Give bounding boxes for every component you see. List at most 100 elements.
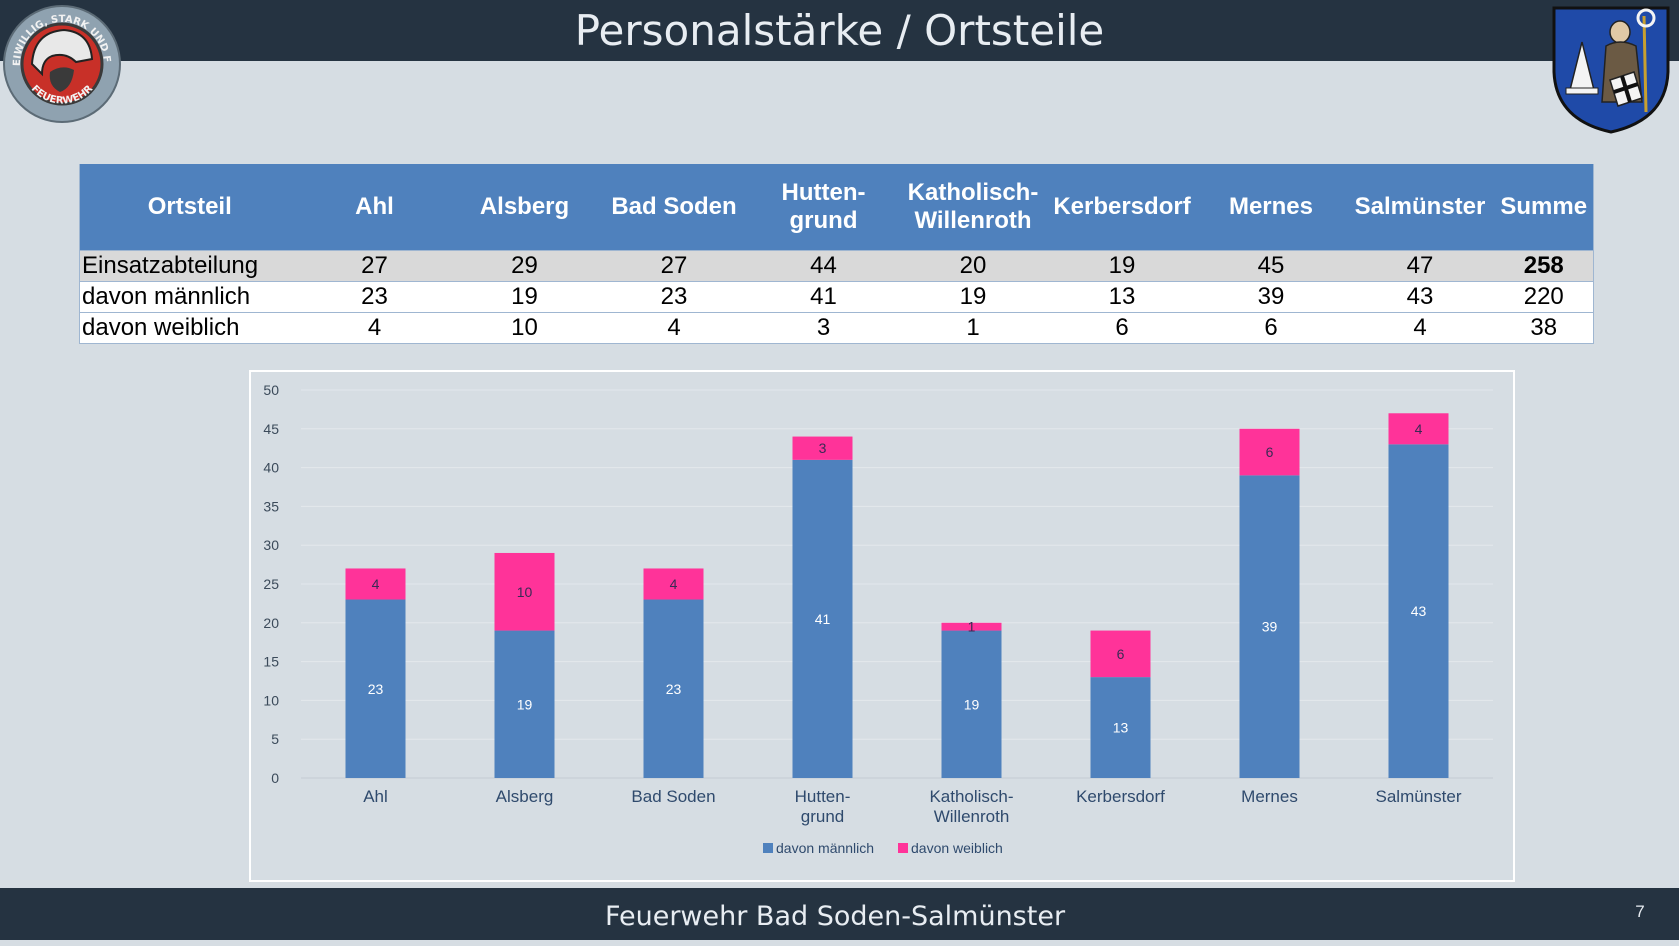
table-cell: 47 bbox=[1345, 250, 1495, 282]
table-cell: 6 bbox=[1196, 312, 1346, 344]
bar-segment bbox=[494, 552, 555, 631]
table-header-cell: Summe bbox=[1494, 164, 1594, 251]
x-tick-label: Mernes bbox=[1241, 787, 1298, 806]
x-tick-label: Kerbersdorf bbox=[1076, 787, 1165, 806]
table-header-cell: Ortsteil bbox=[79, 164, 300, 251]
data-label: 6 bbox=[1117, 646, 1125, 662]
data-label: 4 bbox=[372, 576, 380, 592]
data-label: 41 bbox=[815, 611, 831, 627]
y-tick-label: 30 bbox=[263, 537, 279, 553]
y-tick-label: 5 bbox=[271, 731, 279, 747]
data-label: 6 bbox=[1266, 444, 1274, 460]
table-cell: 13 bbox=[1047, 281, 1197, 313]
bar-segment bbox=[345, 568, 406, 600]
table-header-row: Ortsteil Ahl Alsberg Bad Soden Hutten-grund K… bbox=[79, 164, 1594, 251]
table-cell: 4 bbox=[1345, 312, 1495, 344]
y-tick-label: 45 bbox=[263, 421, 279, 437]
legend-swatch bbox=[763, 843, 773, 853]
bar-segment bbox=[345, 599, 406, 778]
table-cell: 41 bbox=[748, 281, 899, 313]
x-tick-label: Alsberg bbox=[496, 787, 554, 806]
bar-segment bbox=[792, 436, 853, 460]
y-tick-label: 25 bbox=[263, 576, 279, 592]
bar-segment bbox=[1388, 413, 1449, 445]
data-label: 3 bbox=[819, 440, 827, 456]
data-label: 13 bbox=[1113, 720, 1129, 736]
data-table: Ortsteil Ahl Alsberg Bad Soden Hutten-grund K… bbox=[79, 164, 1594, 344]
table-cell: 23 bbox=[599, 281, 749, 313]
y-tick-label: 35 bbox=[263, 498, 279, 514]
legend-label: davon männlich bbox=[776, 840, 874, 856]
table-header-cell: Hutten-grund bbox=[748, 164, 899, 251]
data-label: 19 bbox=[964, 696, 980, 712]
x-tick-label: Ahl bbox=[363, 787, 388, 806]
table-header-cell: Salmünster bbox=[1345, 164, 1495, 251]
table-cell: 19 bbox=[1047, 250, 1197, 282]
table-cell: 39 bbox=[1196, 281, 1346, 313]
table-cell: 43 bbox=[1345, 281, 1495, 313]
legend-label: davon weiblich bbox=[911, 840, 1003, 856]
table-row-label: Einsatzabteilung bbox=[79, 250, 300, 282]
table-cell: 6 bbox=[1047, 312, 1197, 344]
table-cell: 1 bbox=[898, 312, 1048, 344]
table-header-cell: Ahl bbox=[299, 164, 450, 251]
data-label: 10 bbox=[517, 584, 533, 600]
x-tick-label: Bad Soden bbox=[631, 787, 715, 806]
table-row: Einsatzabteilung 27 29 27 44 20 19 45 47 258 bbox=[79, 250, 1594, 282]
table-header-cell: Kerbersdorf bbox=[1047, 164, 1197, 251]
table-cell: 220 bbox=[1494, 281, 1594, 313]
table-cell: 38 bbox=[1494, 312, 1594, 344]
table-cell: 19 bbox=[898, 281, 1048, 313]
table-row-label: davon männlich bbox=[79, 281, 300, 313]
x-tick-label: Katholisch-Willenroth bbox=[929, 787, 1013, 826]
table-cell: 10 bbox=[449, 312, 600, 344]
data-label: 1 bbox=[968, 619, 976, 635]
data-label: 39 bbox=[1262, 619, 1278, 635]
y-tick-label: 0 bbox=[271, 770, 279, 786]
table-cell: 19 bbox=[449, 281, 600, 313]
data-label: 19 bbox=[517, 696, 533, 712]
bar-segment bbox=[1090, 677, 1151, 778]
slide-title: Personalstärke / Ortsteile bbox=[574, 6, 1105, 55]
table-cell: 27 bbox=[299, 250, 450, 282]
y-tick-label: 10 bbox=[263, 692, 279, 708]
footer-text: Feuerwehr Bad Soden-Salmünster bbox=[604, 901, 1066, 932]
table-header-cell: Alsberg bbox=[449, 164, 600, 251]
bar-segment bbox=[643, 568, 704, 600]
feuerwehr-badge-icon: FREIWILLIG, STARK UND FAIR FEUERWEHR bbox=[2, 4, 121, 123]
data-label: 43 bbox=[1411, 603, 1427, 619]
legend-swatch bbox=[898, 843, 908, 853]
bar-segment bbox=[1090, 630, 1151, 678]
table-cell: 4 bbox=[599, 312, 749, 344]
table-cell: 3 bbox=[748, 312, 899, 344]
table-cell: 27 bbox=[599, 250, 749, 282]
table-cell: 44 bbox=[748, 250, 899, 282]
y-tick-label: 40 bbox=[263, 460, 279, 476]
bar-segment bbox=[941, 622, 1002, 631]
footer-bar bbox=[0, 888, 1679, 940]
table-cell: 23 bbox=[299, 281, 450, 313]
bar-segment bbox=[494, 630, 555, 778]
table-row-label: davon weiblich bbox=[79, 312, 300, 344]
table-header-cell: Mernes bbox=[1196, 164, 1346, 251]
table-cell: 45 bbox=[1196, 250, 1346, 282]
data-label: 23 bbox=[666, 681, 682, 697]
bar-segment bbox=[941, 630, 1002, 778]
x-tick-label: Salmünster bbox=[1376, 787, 1462, 806]
bar-segment bbox=[1239, 475, 1300, 778]
table-header-cell: Katholisch- Willenroth bbox=[898, 164, 1048, 251]
bar-segment bbox=[643, 599, 704, 778]
x-tick-label: Hutten-grund bbox=[795, 787, 851, 826]
bar-segment bbox=[792, 459, 853, 778]
table-row: davon weiblich 4 10 4 3 1 6 6 4 38 bbox=[79, 312, 1594, 344]
table-cell: 4 bbox=[299, 312, 450, 344]
bar-segment bbox=[1388, 444, 1449, 778]
bar-segment bbox=[1239, 428, 1300, 476]
data-label: 23 bbox=[368, 681, 384, 697]
stacked-bar-chart: 0 5 10 15 20 25 30 35 40 45 50 23 4 Ahl 19 10 Alsberg 23 4… bbox=[263, 382, 1493, 856]
data-label: 4 bbox=[670, 576, 678, 592]
title-bar bbox=[0, 0, 1679, 61]
table-header-cell: Bad Soden bbox=[599, 164, 749, 251]
table-row: davon männlich 23 19 23 41 19 13 39 43 220 bbox=[79, 281, 1594, 313]
y-tick-label: 50 bbox=[263, 382, 279, 398]
